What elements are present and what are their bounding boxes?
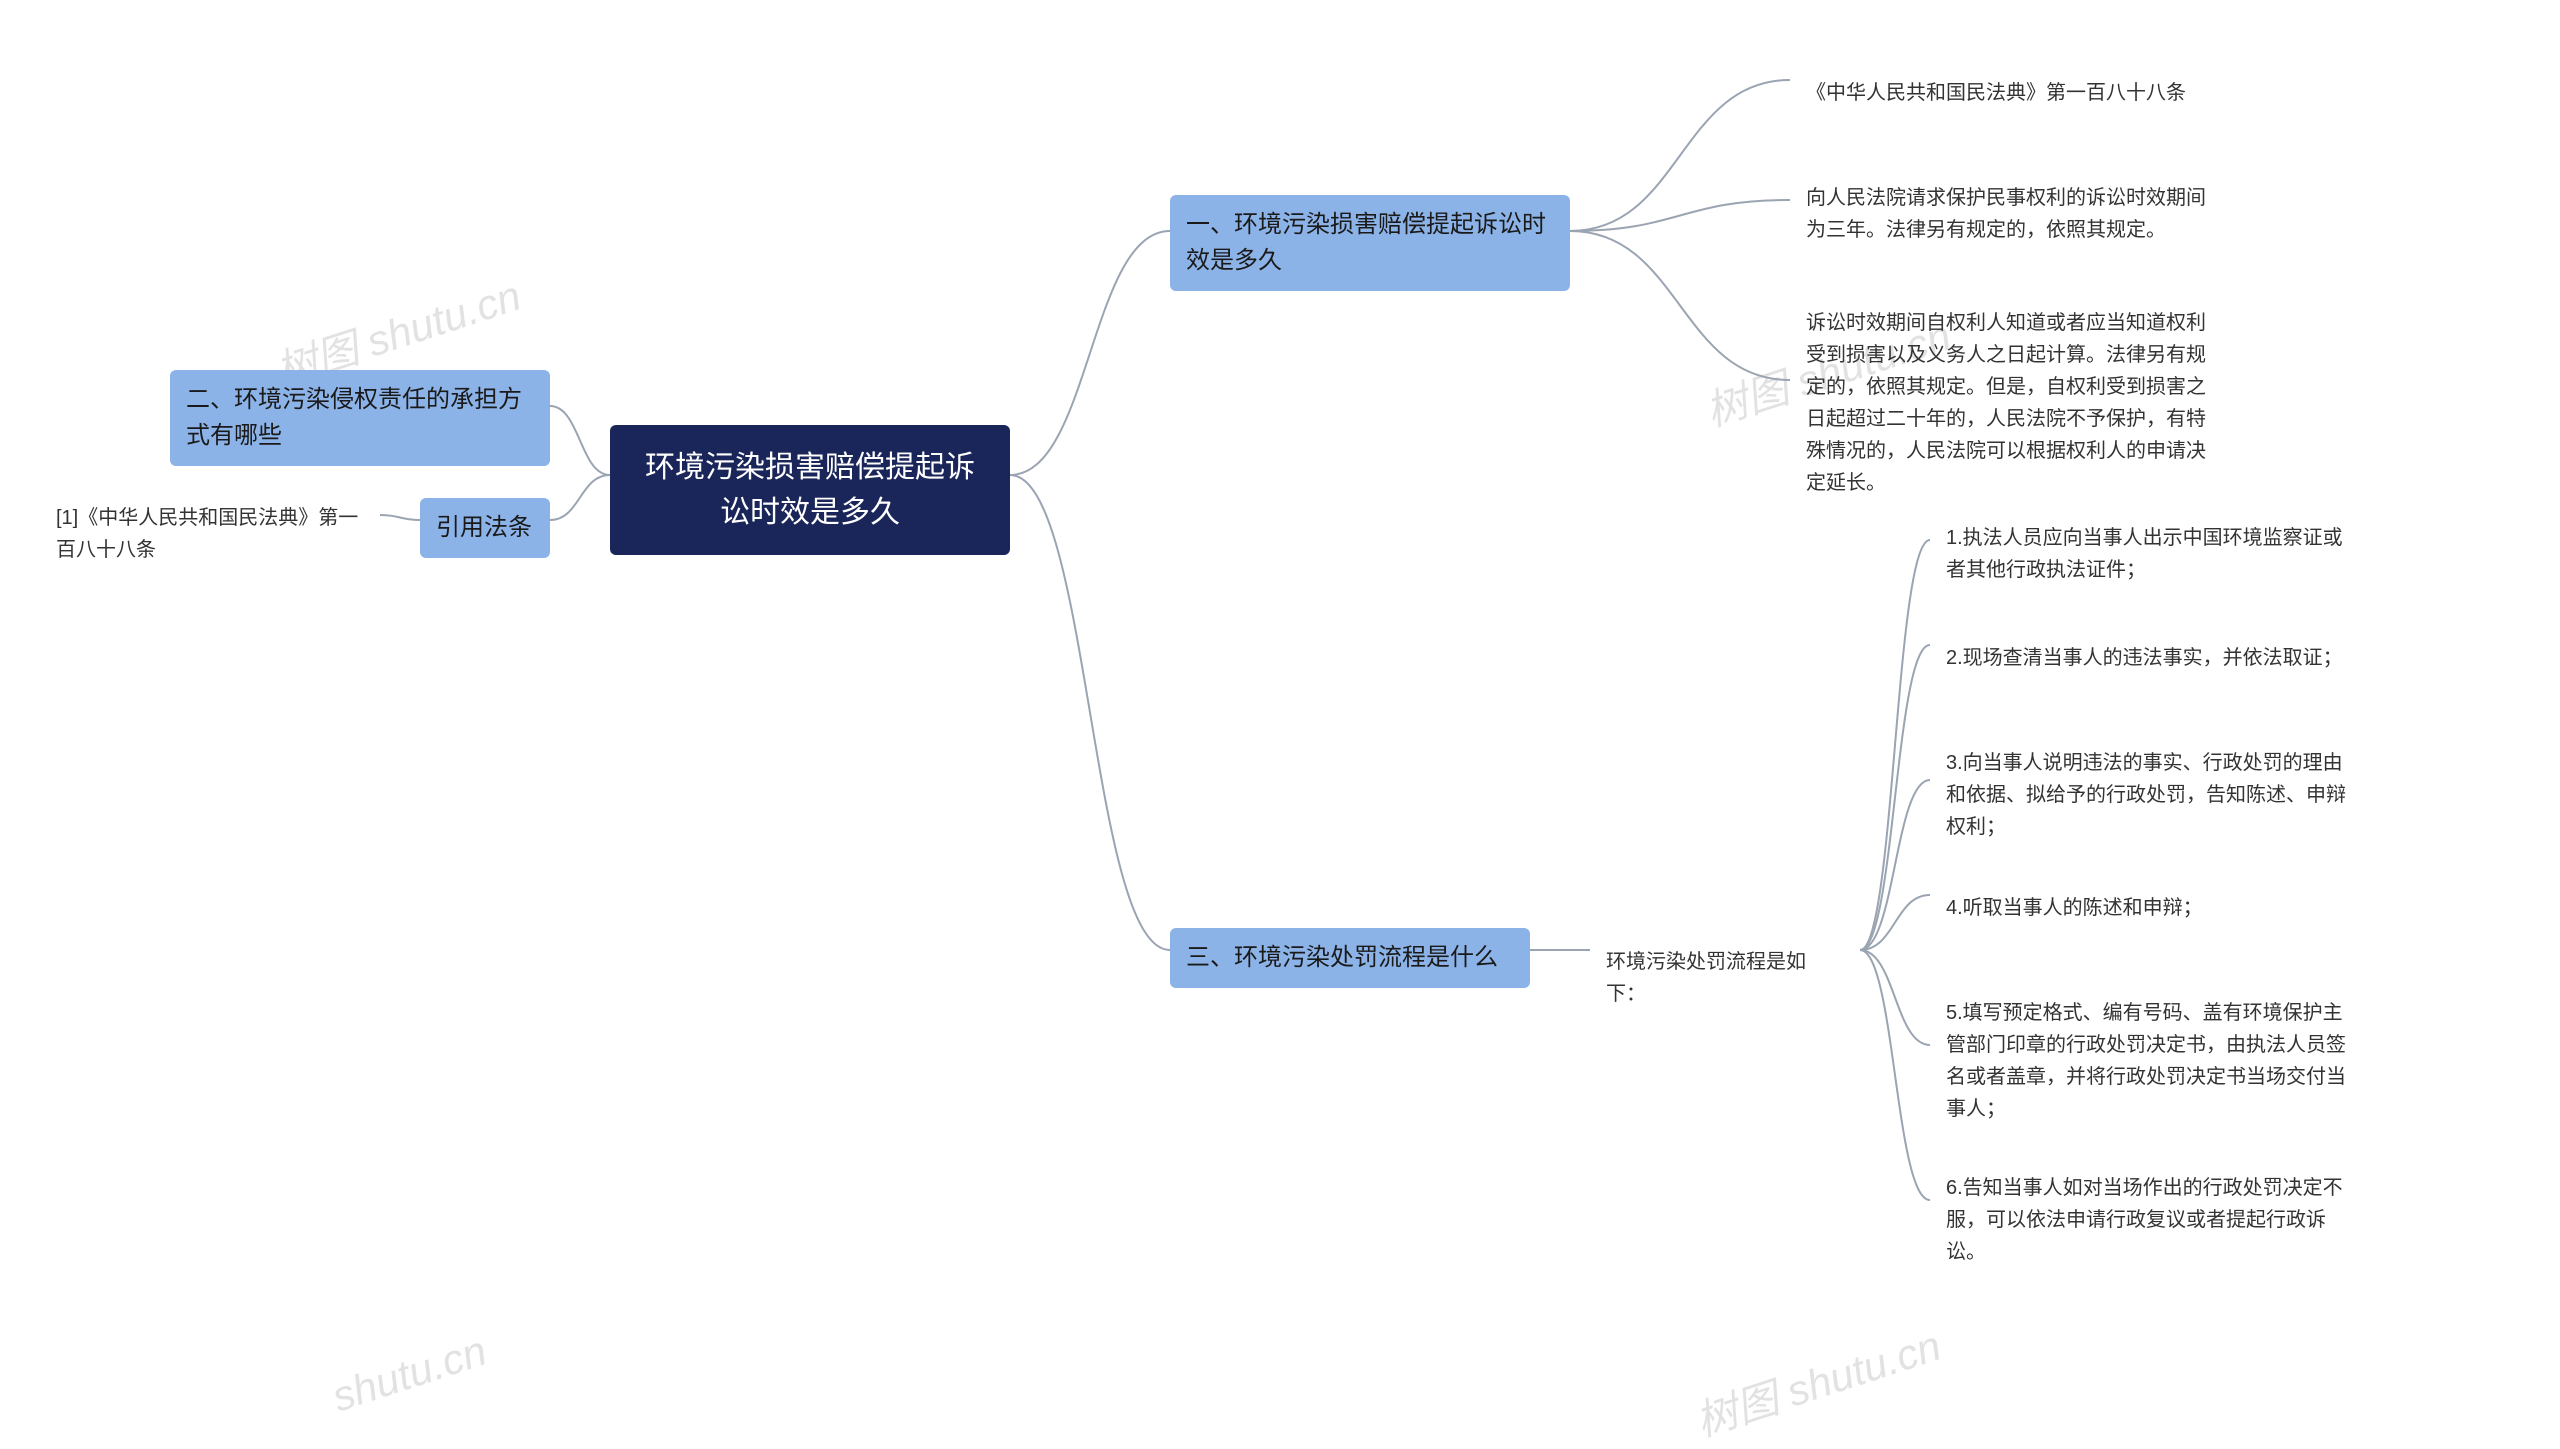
root-node: 环境污染损害赔偿提起诉讼时效是多久 [610,425,1010,555]
right-branch-2-child-5: 5.填写预定格式、编有号码、盖有环境保护主管部门印章的行政处罚决定书，由执法人员… [1930,985,2370,1137]
watermark: 树图 shutu.cn [1687,1312,1948,1449]
right-branch-1-child-2: 向人民法院请求保护民事权利的诉讼时效期间为三年。法律另有规定的，依照其规定。 [1790,170,2230,258]
watermark: shutu.cn [326,1327,492,1422]
right-branch-2-child-3: 3.向当事人说明违法的事实、行政处罚的理由和依据、拟给予的行政处罚，告知陈述、申… [1930,735,2370,855]
right-branch-2-child-6: 6.告知当事人如对当场作出的行政处罚决定不服，可以依法申请行政复议或者提起行政诉… [1930,1160,2370,1280]
left-branch-1: 二、环境污染侵权责任的承担方式有哪些 [170,370,550,466]
right-branch-1-child-1: 《中华人民共和国民法典》第一百八十八条 [1790,65,2230,121]
right-branch-1: 一、环境污染损害赔偿提起诉讼时效是多久 [1170,195,1570,291]
right-branch-2-intermediate: 环境污染处罚流程是如下： [1590,934,1860,1022]
right-branch-1-child-3: 诉讼时效期间自权利人知道或者应当知道权利受到损害以及义务人之日起计算。法律另有规… [1790,295,2230,511]
right-branch-2: 三、环境污染处罚流程是什么 [1170,928,1530,988]
left-branch-2: 引用法条 [420,498,550,558]
right-branch-2-child-1: 1.执法人员应向当事人出示中国环境监察证或者其他行政执法证件； [1930,510,2370,598]
right-branch-2-child-4: 4.听取当事人的陈述和申辩； [1930,880,2370,936]
right-branch-2-child-2: 2.现场查清当事人的违法事实，并依法取证； [1930,630,2370,686]
left-branch-2-child-1: [1]《中华人民共和国民法典》第一百八十八条 [40,490,380,578]
